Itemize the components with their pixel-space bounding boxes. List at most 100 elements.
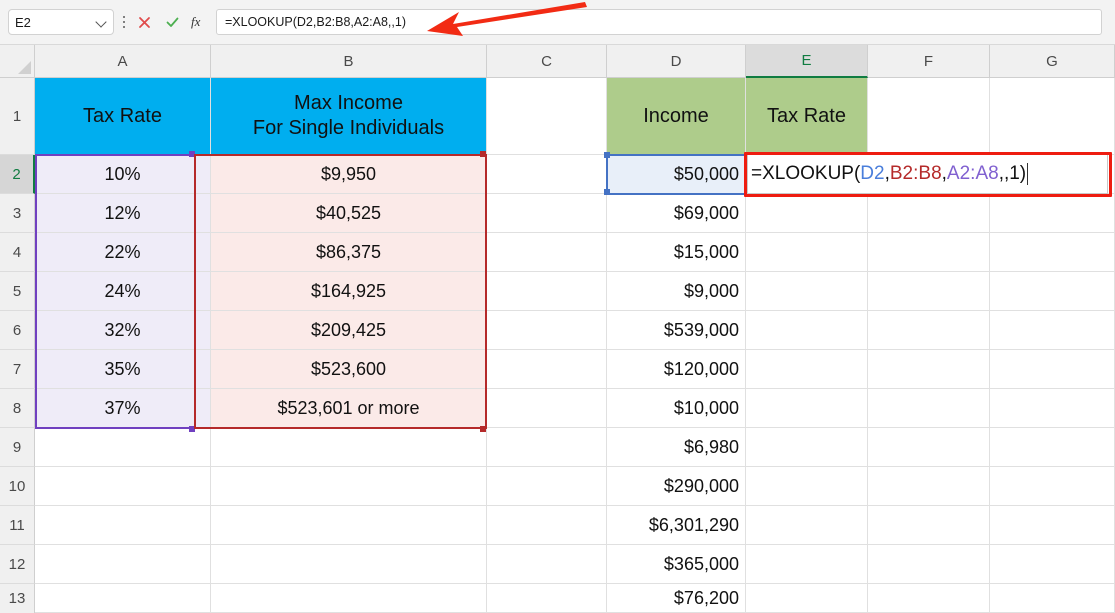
fx-icon[interactable]: fx: [190, 12, 210, 32]
row-header-9[interactable]: 9: [0, 428, 35, 467]
formula-input[interactable]: =XLOOKUP(D2,B2:B8,A2:A8,,1): [216, 9, 1102, 35]
range-handle-a-bottomright[interactable]: [189, 426, 195, 432]
cell-e3[interactable]: [746, 194, 868, 233]
cell-f12[interactable]: [868, 545, 990, 584]
cell-c6[interactable]: [487, 311, 607, 350]
cell-g13[interactable]: [990, 584, 1115, 613]
cell-b4[interactable]: $86,375: [211, 233, 487, 272]
column-header-e[interactable]: E: [746, 45, 868, 78]
cell-d1[interactable]: Income: [607, 78, 746, 155]
cell-f1[interactable]: [868, 78, 990, 155]
row-header-13[interactable]: 13: [0, 584, 35, 613]
cell-g11[interactable]: [990, 506, 1115, 545]
cell-c1[interactable]: [487, 78, 607, 155]
cell-f5[interactable]: [868, 272, 990, 311]
row-header-8[interactable]: 8: [0, 389, 35, 428]
cell-b2[interactable]: $9,950: [211, 155, 487, 194]
cell-e8[interactable]: [746, 389, 868, 428]
cell-g5[interactable]: [990, 272, 1115, 311]
cancel-x-icon[interactable]: [134, 12, 154, 32]
column-header-g[interactable]: G: [990, 45, 1115, 78]
column-header-c[interactable]: C: [487, 45, 607, 78]
cell-g10[interactable]: [990, 467, 1115, 506]
cell-a10[interactable]: [35, 467, 211, 506]
cell-d5[interactable]: $9,000: [607, 272, 746, 311]
cell-g6[interactable]: [990, 311, 1115, 350]
row-header-10[interactable]: 10: [0, 467, 35, 506]
cell-b5[interactable]: $164,925: [211, 272, 487, 311]
cell-e12[interactable]: [746, 545, 868, 584]
cell-a13[interactable]: [35, 584, 211, 613]
cell-g8[interactable]: [990, 389, 1115, 428]
row-header-5[interactable]: 5: [0, 272, 35, 311]
cell-d10[interactable]: $290,000: [607, 467, 746, 506]
cell-b3[interactable]: $40,525: [211, 194, 487, 233]
cell-g7[interactable]: [990, 350, 1115, 389]
cell-c8[interactable]: [487, 389, 607, 428]
cell-g12[interactable]: [990, 545, 1115, 584]
cell-f6[interactable]: [868, 311, 990, 350]
cell-a3[interactable]: 12%: [35, 194, 211, 233]
row-header-6[interactable]: 6: [0, 311, 35, 350]
cell-b13[interactable]: [211, 584, 487, 613]
cell-e4[interactable]: [746, 233, 868, 272]
range-handle-b-bottomright[interactable]: [480, 426, 486, 432]
cell-d8[interactable]: $10,000: [607, 389, 746, 428]
cell-f11[interactable]: [868, 506, 990, 545]
cell-f9[interactable]: [868, 428, 990, 467]
cell-a7[interactable]: 35%: [35, 350, 211, 389]
cell-d13[interactable]: $76,200: [607, 584, 746, 613]
cell-c3[interactable]: [487, 194, 607, 233]
cell-d2[interactable]: $50,000: [607, 155, 746, 194]
column-header-f[interactable]: F: [868, 45, 990, 78]
cell-e5[interactable]: [746, 272, 868, 311]
name-box[interactable]: E2: [8, 9, 114, 35]
cell-f8[interactable]: [868, 389, 990, 428]
cell-editor-e2[interactable]: =XLOOKUP(D2, B2:B8, A2:A8 ,,1): [747, 154, 1108, 194]
range-handle-a-topright[interactable]: [189, 151, 195, 157]
cell-d6[interactable]: $539,000: [607, 311, 746, 350]
cell-a4[interactable]: 22%: [35, 233, 211, 272]
cell-c11[interactable]: [487, 506, 607, 545]
column-header-d[interactable]: D: [607, 45, 746, 78]
cell-g9[interactable]: [990, 428, 1115, 467]
cell-f4[interactable]: [868, 233, 990, 272]
chevron-down-icon[interactable]: [96, 17, 107, 28]
cell-a6[interactable]: 32%: [35, 311, 211, 350]
enter-check-icon[interactable]: [162, 12, 182, 32]
cell-a5[interactable]: 24%: [35, 272, 211, 311]
range-handle-d2-topleft[interactable]: [604, 152, 610, 158]
cell-c5[interactable]: [487, 272, 607, 311]
row-header-11[interactable]: 11: [0, 506, 35, 545]
cell-b9[interactable]: [211, 428, 487, 467]
cell-e6[interactable]: [746, 311, 868, 350]
cell-d12[interactable]: $365,000: [607, 545, 746, 584]
cell-a8[interactable]: 37%: [35, 389, 211, 428]
cell-c9[interactable]: [487, 428, 607, 467]
cell-b8[interactable]: $523,601 or more: [211, 389, 487, 428]
cell-e10[interactable]: [746, 467, 868, 506]
cell-c12[interactable]: [487, 545, 607, 584]
cell-d3[interactable]: $69,000: [607, 194, 746, 233]
cell-f13[interactable]: [868, 584, 990, 613]
range-handle-b-topright[interactable]: [480, 151, 486, 157]
cell-e9[interactable]: [746, 428, 868, 467]
cell-c7[interactable]: [487, 350, 607, 389]
cell-b11[interactable]: [211, 506, 487, 545]
row-header-2[interactable]: 2: [0, 155, 35, 194]
row-header-3[interactable]: 3: [0, 194, 35, 233]
cell-f3[interactable]: [868, 194, 990, 233]
cell-c2[interactable]: [487, 155, 607, 194]
cell-e13[interactable]: [746, 584, 868, 613]
range-handle-d2-bottomleft[interactable]: [604, 189, 610, 195]
cell-f10[interactable]: [868, 467, 990, 506]
row-header-12[interactable]: 12: [0, 545, 35, 584]
cell-d4[interactable]: $15,000: [607, 233, 746, 272]
cell-g4[interactable]: [990, 233, 1115, 272]
cell-f7[interactable]: [868, 350, 990, 389]
cell-c13[interactable]: [487, 584, 607, 613]
cell-a2[interactable]: 10%: [35, 155, 211, 194]
cell-a1[interactable]: Tax Rate: [35, 78, 211, 155]
cell-c4[interactable]: [487, 233, 607, 272]
cell-g3[interactable]: [990, 194, 1115, 233]
